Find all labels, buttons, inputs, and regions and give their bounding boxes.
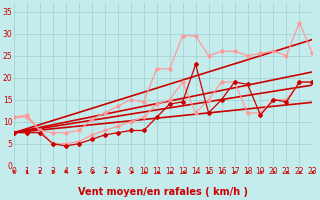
X-axis label: Vent moyen/en rafales ( km/h ): Vent moyen/en rafales ( km/h ) bbox=[78, 187, 248, 197]
